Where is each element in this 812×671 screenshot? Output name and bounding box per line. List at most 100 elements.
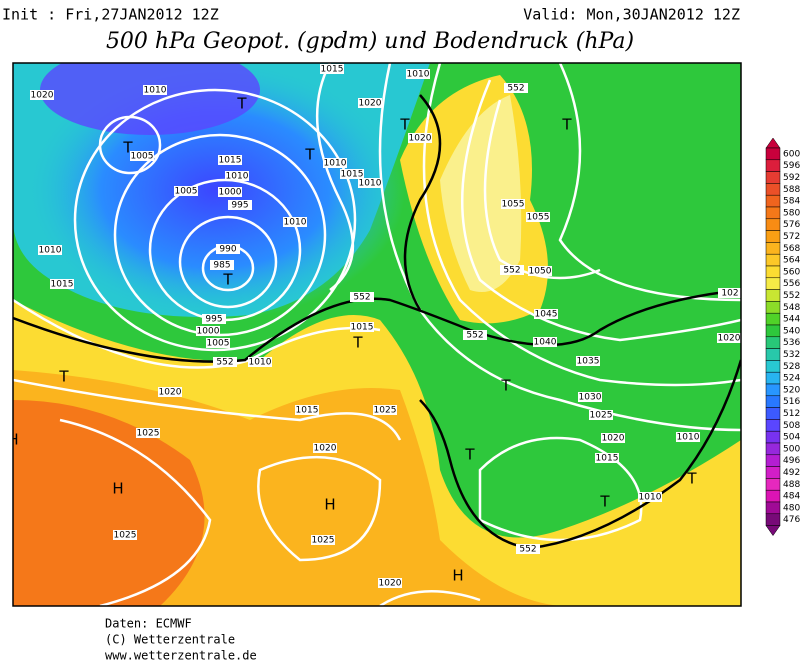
colorbar-label: 596 [783,161,800,171]
colorbar-swatch [765,312,781,326]
label-box [526,212,550,222]
label-box [340,169,364,179]
label-box [350,322,374,332]
colorbar-swatch [765,289,781,302]
label-box [504,83,528,93]
colorbar-label: 504 [783,433,800,443]
colorbar-swatch [765,454,781,467]
label-box [196,326,220,336]
pressure-center: H [324,496,335,514]
isobar-label: 1025 [137,429,160,439]
map-title: 500 hPa Geopot. (gpdm) und Bodendruck (h… [106,29,634,54]
pressure-center: H [112,480,123,498]
isobar-label: 1015 [51,280,74,290]
isobar-label: 1020 [379,579,402,589]
colorbar-swatch [765,242,781,255]
label-box [218,155,242,165]
colorbar-swatch [765,466,781,479]
isobar-label: 1000 [197,327,220,337]
label-box [601,433,625,443]
colorbar-label: 488 [783,480,800,490]
ridge [440,95,522,292]
label-box [295,405,319,415]
colorbar-label: 516 [783,397,800,407]
isobar-label: 1020 [602,434,625,444]
isobar-label: 1050 [529,267,552,277]
label-box [113,530,137,540]
label-box [638,492,662,502]
colorbar-label: 500 [783,444,800,454]
label-box [202,314,226,324]
colorbar-label: 484 [783,492,800,502]
isobar-label: 990 [219,245,236,255]
isobar-label: 1030 [579,393,602,403]
isobar-label: 552 [216,358,233,368]
map-labels: 1020 1010 1015 1010 1020 T T 1005 1015 1010 T 1010 1… [13,64,741,589]
label-box [516,544,540,554]
cold-core [40,63,260,135]
label-box [213,357,237,367]
label-box [143,85,167,95]
isobar-label: 1015 [341,170,364,180]
colorbar-label: 580 [783,208,800,218]
label-box [500,265,524,275]
colorbar-label: 592 [783,173,800,183]
isobar-label: 1005 [131,152,154,162]
isobar-label: 552 [353,293,370,303]
label-box [313,443,337,453]
colorbar-label: 572 [783,232,800,242]
colorbar-swatch [765,265,781,279]
colorbar-label: 476 [783,515,800,525]
label-box [158,387,182,397]
isobar-label: 1010 [226,172,249,182]
isobar-label: 1010 [249,358,272,368]
isobar-label: 1010 [39,246,62,256]
isobar-label: 1015 [296,406,319,416]
colorbar-label: 560 [783,267,800,277]
isobar-label: 1010 [677,433,700,443]
colorbar-swatch [765,230,781,243]
footer-line: www.wetterzentrale.de [105,649,257,663]
colorbar-swatch [765,159,781,172]
isobar-label: 102 [721,289,738,299]
label-box [136,428,160,438]
footer-line: Daten: ECMWF [105,617,192,631]
colorbar-swatch [765,253,781,267]
label-box [323,158,347,168]
init-time: Init : Fri,27JAN2012 12Z [2,6,219,24]
colorbar-label: 496 [783,456,800,466]
colorbar-swatch [765,430,781,444]
label-box [406,69,430,79]
map-frame [12,62,742,607]
colorbar-swatch [765,513,781,526]
isobar-label: 1005 [175,187,198,197]
valid-time: Valid: Mon,30JAN2012 12Z [523,6,740,24]
label-box [174,186,198,196]
colorbar-swatch [765,501,781,515]
isobar-label: 1010 [407,70,430,80]
contour-552 [13,94,741,550]
colorbar-label: 564 [783,256,800,266]
colorbar-swatch [765,395,781,408]
colorbar-label: 480 [783,503,800,513]
colorbar-swatch [765,301,781,314]
colorbar-swatch [765,442,781,456]
label-box [225,171,249,181]
pressure-center: T [500,377,511,395]
isobar-label: 1025 [374,406,397,416]
colorbar-label: 568 [783,244,800,254]
label-box [320,64,344,74]
footer-line: (C) Wetterzentrale [105,633,235,647]
label-box [595,453,619,463]
label-box [718,288,741,298]
label-box [248,357,272,367]
pressure-center: T [464,446,475,464]
isobar-label: 1015 [596,454,619,464]
colorbar-label: 536 [783,338,800,348]
label-box [311,535,335,545]
pressure-center: T [561,116,572,134]
label-box [534,309,558,319]
colorbar-cap [765,525,781,537]
colorbar-swatch [765,478,781,491]
